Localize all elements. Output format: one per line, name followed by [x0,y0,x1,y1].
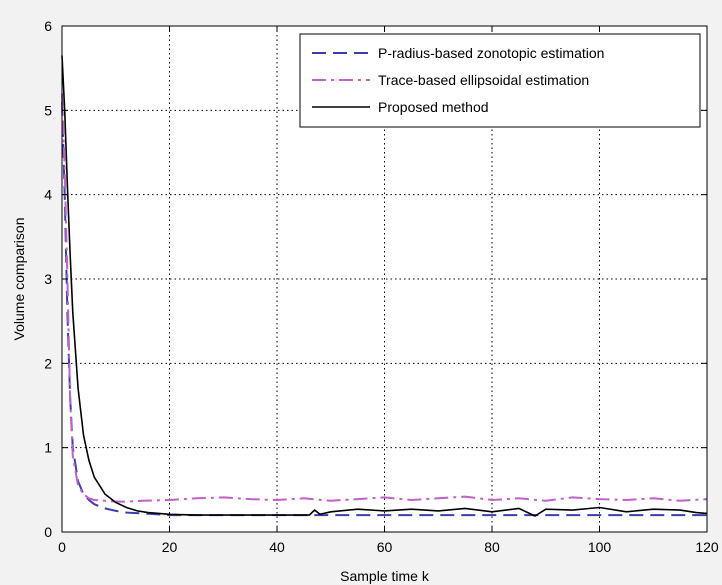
y-tick-label: 6 [44,18,52,34]
x-tick-label: 80 [484,539,500,555]
series-line-2 [61,93,708,503]
x-tick-label: 40 [269,539,285,555]
y-tick-label: 5 [44,102,52,118]
axis-ticks: 0 20 40 60 80 100 120 0 1 2 3 4 5 6 [44,18,719,555]
x-tick-label: 60 [377,539,393,555]
y-axis-label: Volume comparison [11,218,27,341]
legend-label-1: P-radius-based zonotopic estimation [378,45,604,61]
legend-label-2: Trace-based ellipsoidal estimation [378,72,589,88]
x-tick-label: 20 [162,539,178,555]
x-tick-label: 120 [695,539,719,555]
grid [62,26,707,532]
y-tick-label: 4 [44,187,52,203]
y-tick-label: 3 [44,271,52,287]
x-tick-label: 0 [58,539,66,555]
legend-label-3: Proposed method [378,99,489,115]
y-tick-label: 1 [44,440,52,456]
y-tick-label: 2 [44,355,52,371]
x-axis-label: Sample time k [340,568,430,584]
series-line-3 [61,55,708,517]
legend: P-radius-based zonotopic estimation Trace… [299,33,701,128]
x-tick-label: 100 [588,539,612,555]
series-lines [61,55,708,517]
y-tick-label: 0 [44,524,52,540]
